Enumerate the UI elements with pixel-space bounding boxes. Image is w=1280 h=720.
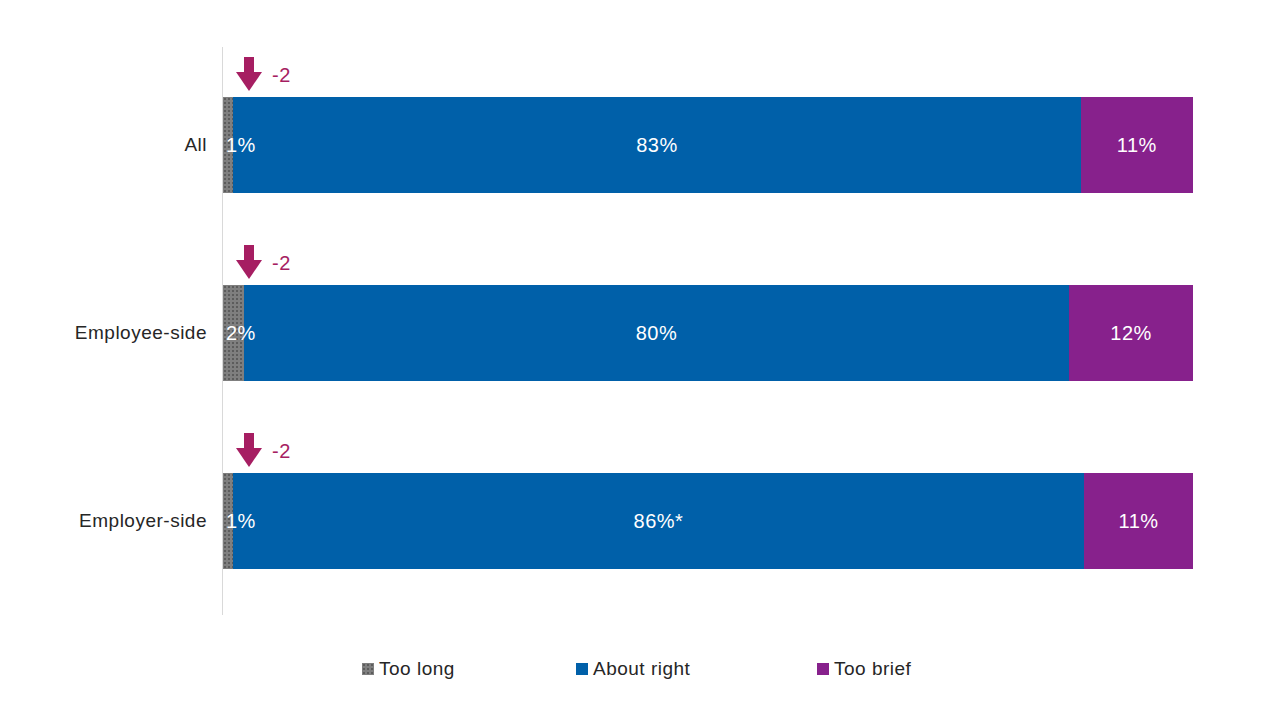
- segment-value-label: 1%: [226, 97, 256, 193]
- legend-item-about-right: About right: [576, 657, 690, 681]
- down-arrow-icon: [236, 433, 262, 467]
- segment-value-label: 2%: [226, 285, 256, 381]
- category-label-employer-side: Employer-side: [0, 473, 207, 569]
- down-arrow-icon: [236, 245, 262, 279]
- legend: Too long About right Too brief: [0, 657, 1280, 681]
- segment-about-right: 86%*: [233, 473, 1084, 569]
- segment-about-right: 80%: [244, 285, 1070, 381]
- segment-value-label: 12%: [1110, 322, 1152, 345]
- category-label-employee-side: Employee-side: [0, 285, 207, 381]
- chart-canvas: All 1% 83% 11% -2 Employee-side 2%: [0, 0, 1280, 720]
- segment-too-brief: 11%: [1081, 97, 1193, 193]
- change-annotation: -2: [236, 433, 291, 467]
- stacked-bar-all: 1% 83% 11%: [223, 97, 1193, 193]
- legend-item-too-long: Too long: [362, 657, 455, 681]
- legend-label: Too long: [379, 658, 455, 680]
- change-annotation: -2: [236, 57, 291, 91]
- change-annotation: -2: [236, 245, 291, 279]
- legend-label: Too brief: [834, 658, 911, 680]
- segment-too-brief: 12%: [1069, 285, 1193, 381]
- segment-value-label: 80%: [636, 322, 678, 345]
- bar-row-employer-side: Employer-side 1% 86%* 11% -2: [0, 473, 1280, 569]
- stacked-bar-employer-side: 1% 86%* 11%: [223, 473, 1193, 569]
- segment-too-long: 1%: [223, 97, 233, 193]
- segment-value-label: 11%: [1117, 134, 1157, 157]
- legend-label: About right: [593, 658, 690, 680]
- legend-swatch-about-right: [576, 663, 588, 675]
- segment-value-label: 1%: [226, 473, 256, 569]
- segment-too-brief: 11%: [1084, 473, 1193, 569]
- stacked-bar-employee-side: 2% 80% 12%: [223, 285, 1193, 381]
- change-annotation-value: -2: [272, 440, 291, 462]
- change-annotation-value: -2: [272, 64, 291, 86]
- segment-value-label: 11%: [1119, 510, 1159, 533]
- segment-too-long: 1%: [223, 473, 233, 569]
- legend-swatch-too-long: [362, 663, 374, 675]
- change-annotation-value: -2: [272, 252, 291, 274]
- segment-value-label: 86%*: [634, 510, 684, 533]
- down-arrow-icon: [236, 57, 262, 91]
- segment-about-right: 83%: [233, 97, 1080, 193]
- segment-too-long: 2%: [223, 285, 244, 381]
- legend-swatch-too-brief: [817, 663, 829, 675]
- segment-value-label: 83%: [636, 134, 678, 157]
- bar-row-all: All 1% 83% 11% -2: [0, 97, 1280, 193]
- legend-item-too-brief: Too brief: [817, 657, 911, 681]
- category-label-all: All: [0, 97, 207, 193]
- bar-row-employee-side: Employee-side 2% 80% 12% -2: [0, 285, 1280, 381]
